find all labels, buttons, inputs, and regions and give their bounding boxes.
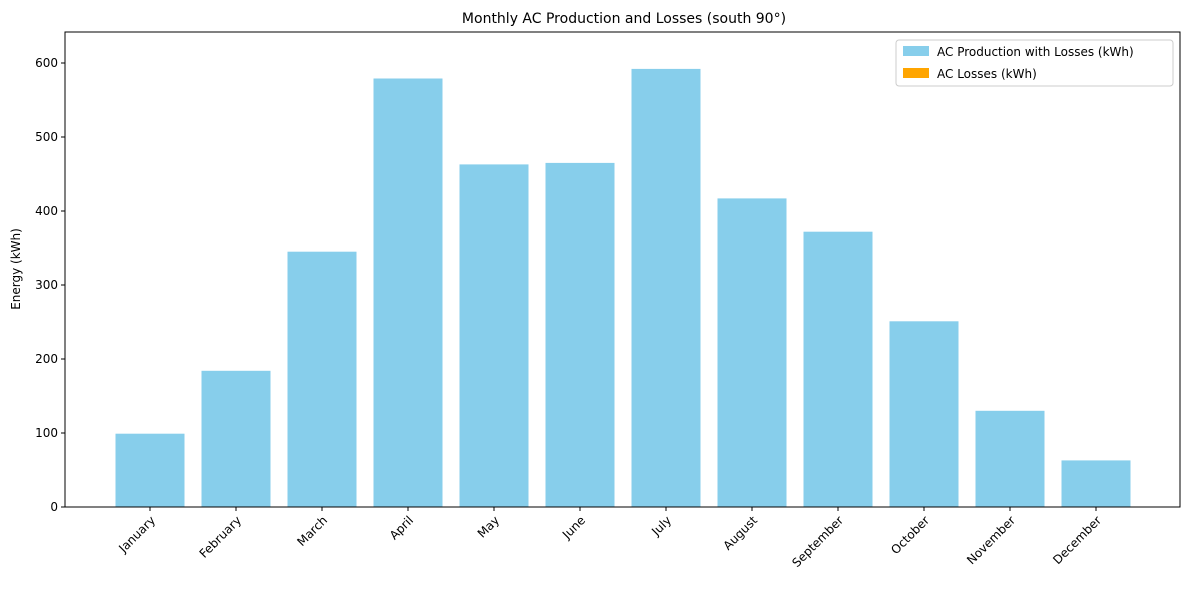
y-tick-label: 300 <box>35 278 58 292</box>
y-tick-label: 500 <box>35 130 58 144</box>
y-tick-label: 100 <box>35 426 58 440</box>
bars-group <box>115 68 1131 508</box>
plot-frame <box>64 31 1181 508</box>
x-tick-label-march: March <box>294 513 330 549</box>
bar-production-august <box>717 198 787 507</box>
y-tick-label: 600 <box>35 56 58 70</box>
bar-production-march <box>287 251 357 507</box>
y-tick-label: 400 <box>35 204 58 218</box>
bar-production-october <box>889 321 959 507</box>
bar-production-june <box>545 162 615 507</box>
x-tick-label-december: December <box>1050 513 1104 567</box>
legend-label-production: AC Production with Losses (kWh) <box>937 45 1134 59</box>
y-tick-label: 0 <box>50 500 58 514</box>
chart-title: Monthly AC Production and Losses (south … <box>462 11 786 27</box>
legend-swatch-losses <box>903 68 929 78</box>
legend-swatch-production <box>903 46 929 56</box>
y-axis-label: Energy (kWh) <box>9 228 23 310</box>
x-tick-label-november: November <box>964 513 1018 567</box>
bar-production-april <box>373 78 443 507</box>
x-tick-label-october: October <box>888 513 932 557</box>
legend-box <box>895 39 1174 87</box>
bar-production-january <box>115 433 185 507</box>
bar-production-december <box>1061 460 1131 507</box>
bar-production-february <box>201 370 271 507</box>
x-tick-label-june: June <box>559 513 588 542</box>
legend-label-losses: AC Losses (kWh) <box>937 67 1037 81</box>
x-tick-label-july: July <box>648 513 674 539</box>
x-tick-label-august: August <box>721 513 761 553</box>
x-tick-label-february: February <box>197 513 245 561</box>
y-tick-label: 200 <box>35 352 58 366</box>
legend: AC Production with Losses (kWh) AC Losse… <box>895 39 1174 87</box>
x-tick-label-september: September <box>789 513 846 570</box>
bar-production-september <box>803 231 873 507</box>
x-tick-label-april: April <box>387 513 416 542</box>
x-tick-label-january: January <box>115 513 158 556</box>
x-ticks: January February March April May June July Augu… <box>115 507 1104 570</box>
bar-production-july <box>631 68 701 508</box>
y-ticks: 0 100 200 300 400 500 600 <box>35 56 65 514</box>
bar-production-november <box>975 410 1045 507</box>
x-tick-label-may: May <box>475 513 502 540</box>
bar-production-may <box>459 164 529 507</box>
